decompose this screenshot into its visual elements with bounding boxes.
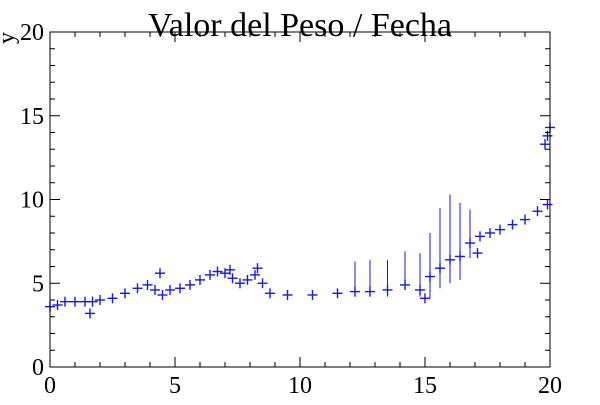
data-point [365, 259, 375, 297]
data-point [350, 261, 360, 297]
data-point [507, 219, 518, 230]
data-point [425, 233, 435, 299]
plot-frame [49, 31, 551, 368]
data-point [465, 209, 475, 259]
data-point [165, 284, 175, 295]
data-point [95, 295, 105, 305]
data-point [235, 278, 245, 289]
data-point [227, 273, 238, 284]
data-point [520, 214, 530, 225]
data-point [150, 284, 160, 295]
data-point [420, 293, 430, 304]
data-point [382, 259, 393, 297]
y-tick-label: 20 [20, 20, 44, 46]
data-point [400, 251, 410, 290]
data-point [107, 293, 118, 304]
data-point [225, 264, 235, 275]
x-tick-label: 20 [538, 373, 562, 399]
data-point [175, 283, 185, 294]
data-point [252, 263, 263, 274]
y-tick-label: 15 [20, 104, 44, 130]
y-tick-label: 5 [32, 271, 44, 297]
y-tick-label: 0 [32, 355, 44, 381]
data-point [70, 296, 80, 307]
data-point [142, 279, 153, 290]
data-point [472, 248, 483, 259]
ticks-layer: 0 5 10 15 20 0 5 10 15 20 [20, 20, 562, 399]
marks-layer [45, 122, 555, 319]
data-point [60, 296, 70, 307]
data-point [52, 300, 63, 311]
y-axis-title: y [0, 32, 20, 44]
data-point [242, 274, 253, 285]
data-point [282, 289, 293, 300]
data-point [157, 289, 168, 300]
data-point [495, 224, 505, 235]
data-point [257, 278, 268, 289]
x-tick-label: 15 [413, 373, 437, 399]
data-point [195, 274, 205, 285]
x-tick-label: 0 [44, 373, 56, 399]
data-point [87, 296, 98, 307]
data-point [155, 268, 165, 279]
data-point [475, 231, 485, 242]
data-point [265, 288, 275, 299]
data-point [540, 139, 550, 150]
chart-title: Valor del Peso / Fecha [148, 7, 452, 44]
data-point [415, 253, 425, 297]
data-point [445, 194, 455, 284]
data-point [485, 228, 495, 238]
data-point [332, 288, 343, 299]
data-point [120, 288, 130, 299]
data-point [132, 283, 143, 294]
data-point [435, 207, 445, 289]
data-point [212, 266, 223, 277]
x-tick-label: 10 [288, 373, 312, 399]
data-point [85, 308, 95, 319]
x-tick-label: 5 [169, 373, 181, 399]
data-point [542, 199, 553, 210]
data-point [185, 279, 195, 290]
data-point [250, 269, 260, 280]
data-point [532, 206, 543, 217]
data-point [205, 269, 215, 280]
data-point [455, 202, 465, 280]
data-point [307, 289, 318, 300]
y-tick-label: 10 [20, 188, 44, 214]
